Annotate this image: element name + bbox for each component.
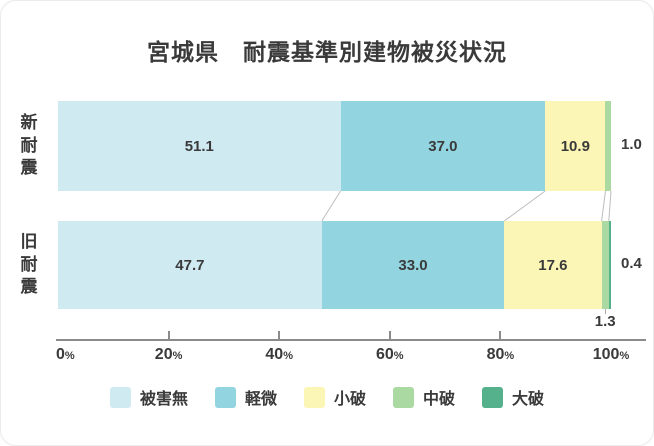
bar-segment-被害無: 47.7 [58, 221, 322, 309]
value-label: 33.0 [398, 256, 428, 274]
x-axis-tick-label: 100% [593, 346, 629, 364]
tick-percent-sign: % [619, 350, 630, 362]
x-axis-line [56, 339, 646, 341]
value-label: 37.0 [428, 137, 458, 155]
legend-label: 大破 [512, 391, 545, 408]
value-label: 47.7 [175, 256, 205, 274]
x-axis-tick-label: 40% [265, 346, 293, 364]
value-label-below: 1.3 [594, 313, 616, 330]
legend-label: 中破 [423, 391, 456, 408]
tick-percent-sign: % [172, 350, 183, 362]
tick-percent-sign: % [283, 350, 293, 362]
bar-segment-軽微: 33.0 [321, 221, 505, 309]
x-axis-tick-label: 80% [487, 346, 515, 364]
legend: 被害無 軽微 小破 中破 大破 [1, 385, 653, 409]
legend-swatch [214, 386, 236, 408]
bar-segment-大破 [608, 221, 611, 309]
x-axis-tick-label: 0% [56, 346, 75, 364]
legend-label: 小破 [333, 391, 366, 408]
category-label: 新 耐 震 [20, 113, 38, 178]
legend-label: 軽微 [244, 391, 277, 408]
value-label: 17.6 [538, 256, 568, 274]
x-axis-tick-label: 20% [155, 346, 183, 364]
bar-segment-小破: 17.6 [504, 221, 602, 309]
chart-title: 宮城県 耐震基準別建物被災状況 [147, 39, 507, 65]
stacked-bar: 47.7 33.0 17.6 [58, 221, 611, 309]
value-label-outside: 1.0 [621, 136, 642, 153]
x-axis-tick [388, 331, 391, 339]
tick-number: 0 [56, 346, 65, 363]
bar-segment-軽微: 37.0 [340, 101, 546, 191]
legend-item: 被害無 [109, 385, 188, 409]
legend-item: 大破 [482, 385, 544, 409]
legend-item: 中破 [393, 385, 455, 409]
legend-label: 被害無 [139, 391, 188, 408]
legend-item: 軽微 [214, 385, 277, 409]
tick-percent-sign: % [64, 350, 75, 362]
value-leader-line [605, 309, 607, 314]
value-label: 10.9 [560, 137, 590, 155]
tick-number: 100 [592, 346, 620, 363]
legend-swatch [303, 386, 325, 408]
legend-swatch [393, 386, 414, 408]
connector-lines [321, 190, 612, 222]
x-axis-tick-label: 60% [376, 346, 404, 364]
x-axis-tick [499, 331, 502, 339]
tick-number: 80 [486, 346, 505, 363]
bar-segment-小破: 10.9 [545, 101, 606, 191]
tick-number: 40 [265, 346, 284, 363]
category-label: 旧 耐 震 [20, 232, 38, 297]
bar-segment-被害無: 51.1 [58, 101, 341, 191]
legend-item: 小破 [303, 385, 366, 409]
bar-segment-中破 [601, 221, 609, 309]
stacked-bar: 51.1 37.0 10.9 [58, 101, 611, 191]
value-label-outside: 0.4 [621, 255, 642, 272]
tick-number: 20 [154, 346, 173, 363]
tick-number: 60 [376, 346, 394, 363]
tick-percent-sign: % [393, 350, 404, 362]
legend-swatch [109, 386, 131, 408]
value-label: 51.1 [184, 137, 214, 155]
bar-segment-中破 [605, 101, 611, 191]
legend-swatch [482, 386, 504, 408]
x-axis-tick [167, 331, 170, 339]
x-axis-tick [278, 331, 281, 339]
tick-percent-sign: % [504, 350, 515, 362]
